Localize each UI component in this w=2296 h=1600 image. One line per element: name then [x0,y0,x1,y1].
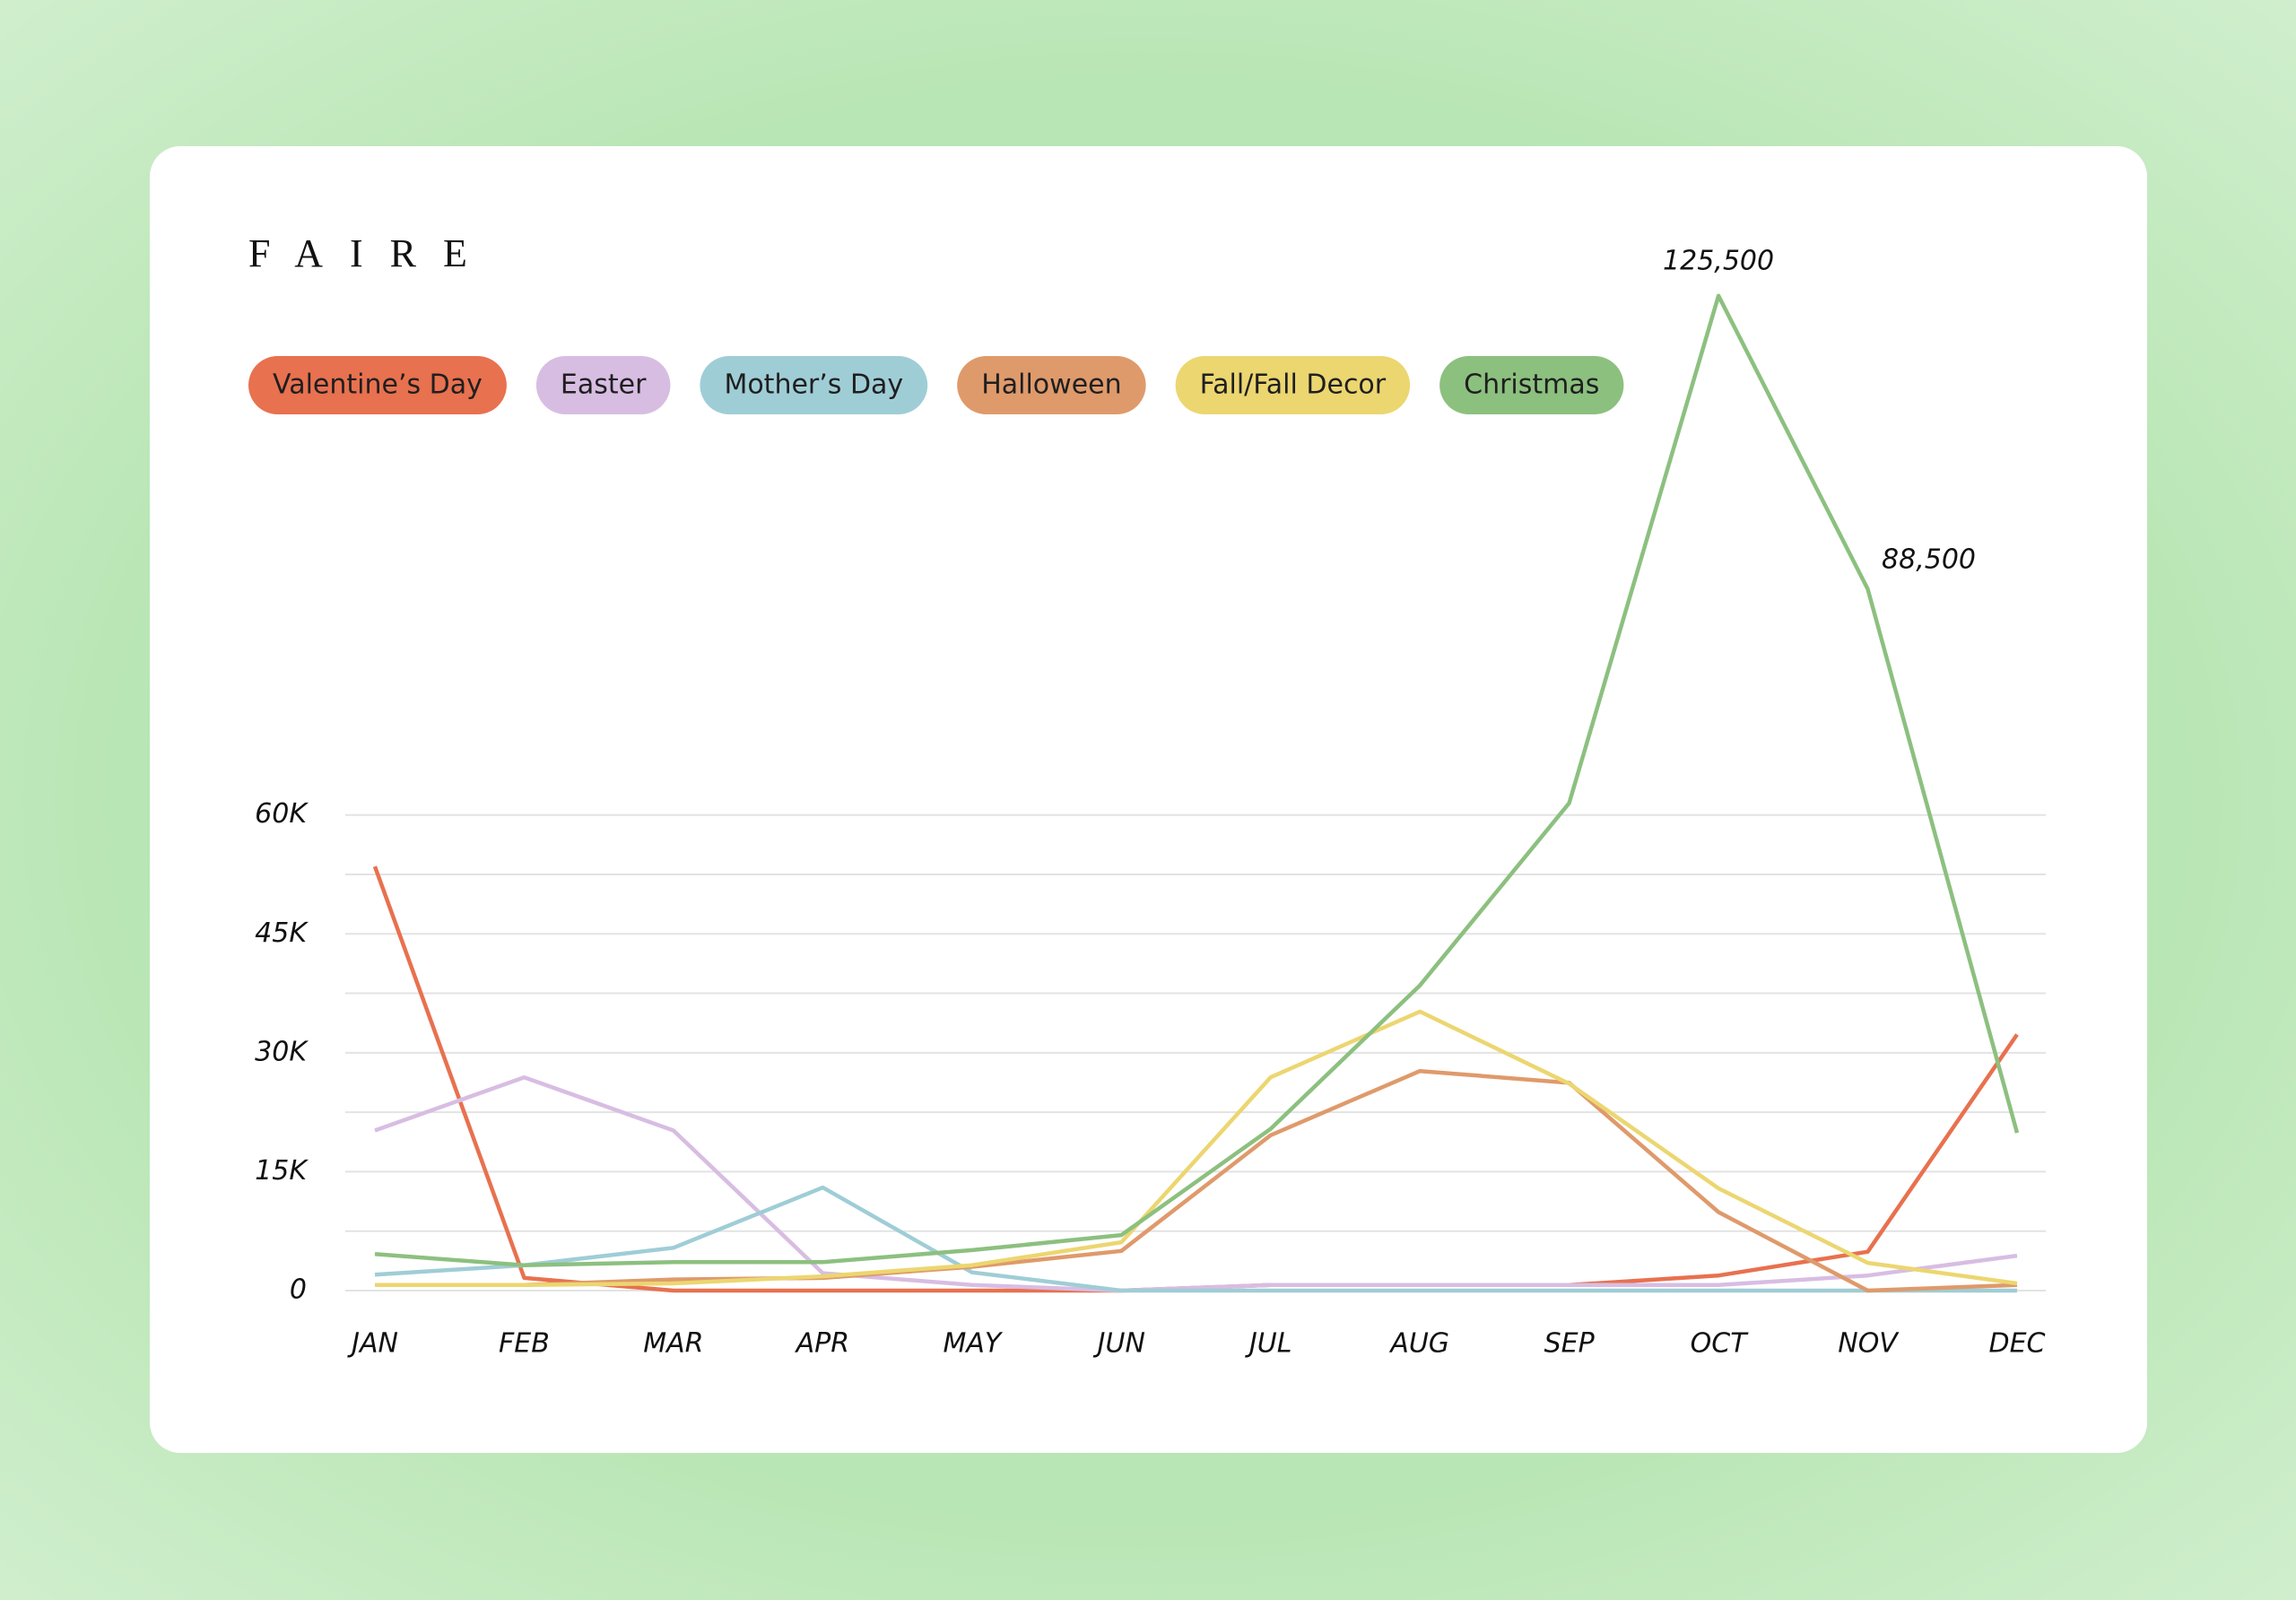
x-tick-label: JAN [347,1328,398,1360]
x-tick-label: SEP [1544,1328,1596,1360]
y-tick-label: 60K [255,798,309,830]
legend: Valentine’s Day Easter Mother’s Day Hallowe… [248,356,1624,414]
series-line [374,293,2020,1267]
legend-pill [700,356,928,414]
x-tick-label: APR [795,1328,849,1360]
legend-label: Fall/Fall Decor [1200,370,1387,401]
brand-logo: FAIRE [248,231,494,275]
x-tick-label: MAR [643,1328,703,1360]
legend-pill [1175,356,1411,414]
x-tick-label: AUG [1388,1328,1449,1360]
legend-label: Halloween [981,370,1121,401]
x-tick-label: JUL [1245,1328,1292,1360]
y-tick-label: 45K [255,917,309,949]
series-line [375,1009,2018,1288]
x-tick-label: FEB [499,1328,550,1360]
plot: 0 15K 30K 45K 60K JAN FEB MAR APR MAY JUN JUL AUG SEP… [255,245,2046,1360]
legend-pill [535,356,671,414]
series-line [375,1068,2018,1293]
legend-pill [248,356,507,414]
legend-label: Christmas [1464,370,1599,401]
legend-label: Mother’s Day [724,370,903,401]
legend-label: Valentine’s Day [273,370,483,401]
y-tick-label: 15K [255,1155,309,1187]
x-tick-label: NOV [1838,1328,1900,1360]
series-line [374,1074,2018,1293]
x-tick-label: JUN [1093,1328,1145,1360]
series-line [374,1185,2017,1293]
x-tick-label: OCT [1691,1328,1750,1360]
y-tick-label: 30K [255,1036,309,1067]
data-label: 88,500 [1882,543,1976,575]
x-tick-label: DEC [1988,1328,2045,1360]
card [150,146,2147,1453]
legend-pill [957,356,1146,414]
data-label: 125,500 [1663,245,1774,276]
legend-pill [1439,356,1624,414]
legend-label: Easter [561,370,647,401]
y-tick-label: 0 [290,1274,307,1306]
x-tick-label: MAY [943,1328,1003,1360]
